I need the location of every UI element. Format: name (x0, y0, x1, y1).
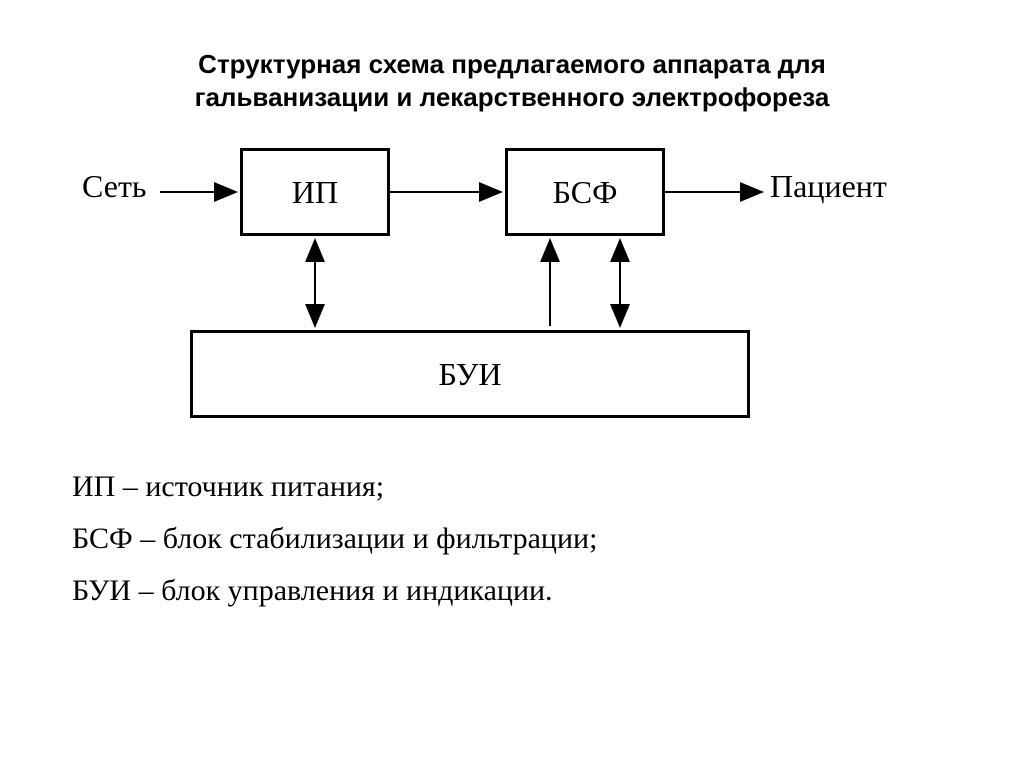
legend-bsf: БСФ – блок стабилизации и фильтрации; (72, 522, 952, 557)
legend-bui: БУИ – блок управления и индикации. (72, 574, 952, 609)
block-diagram: Сеть Пациент ИП БСФ БУИ (60, 130, 920, 430)
arrow-net-ip (60, 130, 920, 430)
page-title: Структурная схема предлагаемого аппарата… (0, 48, 1024, 113)
legend-ip: ИП – источник питания; (72, 470, 952, 505)
